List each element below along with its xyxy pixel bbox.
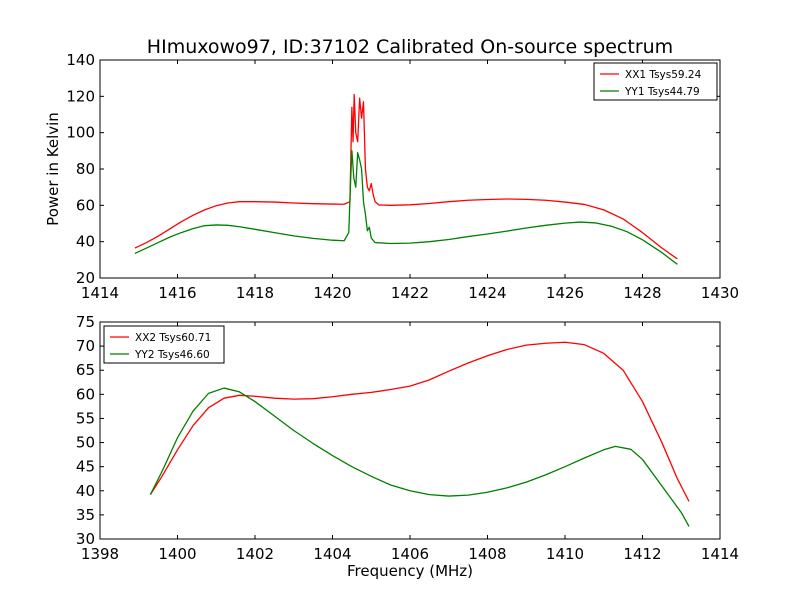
x-tick-label: 1420 [313,284,351,302]
y-tick-label: 30 [76,530,95,548]
y-tick-label: 35 [76,506,95,524]
top-panel: 1414 1416 1418 1420 1422 1424 1426 1428 1430 20 40… [44,51,739,302]
x-tick-label: 1422 [391,284,429,302]
x-tick-label: 1426 [546,284,584,302]
legend: XX2 Tsys60.71 YY2 Tsys46.60 [103,325,225,364]
legend: XX1 Tsys59.24 YY1 Tsys44.79 [593,62,718,101]
y-tick-label: 50 [76,434,95,452]
x-tick-label: 1408 [468,545,506,563]
y-tick-label: 40 [76,482,95,500]
x-tick-label: 1428 [623,284,661,302]
legend-entry: XX2 Tsys60.71 [135,332,211,344]
x-tick-label: 1418 [236,284,274,302]
y-tick-label: 65 [76,361,95,379]
x-tick-label: 1430 [701,284,739,302]
legend-entry: XX1 Tsys59.24 [625,69,702,81]
y-tick-label: 55 [76,409,95,427]
x-axis-label: Frequency (MHz) [347,562,473,580]
x-tick-label: 1414 [81,284,119,302]
y-tick-label: 80 [76,160,95,178]
legend-entry: YY1 Tsys44.79 [624,86,700,98]
bottom-panel: 1398 1400 1402 1404 1406 1408 1410 1412 1414 30 35… [76,313,739,580]
chart-title: HImuxowo97, ID:37102 Calibrated On-sourc… [147,36,673,58]
x-tick-label: 1406 [391,545,429,563]
series-line-1 [134,93,678,260]
x-tick-label: 1410 [546,545,584,563]
x-tick-label: 1400 [158,545,196,563]
x-tick-label: 1404 [313,545,351,563]
y-tick-label: 60 [76,385,95,403]
x-tick-label: 1414 [701,545,739,563]
y-tick-label: 75 [76,313,95,331]
y-tick-label: 20 [76,269,95,287]
y-tick-label: 40 [76,233,95,251]
legend-box [103,325,225,364]
series-line-2 [149,387,690,527]
legend-entry: YY2 Tsys46.60 [134,349,210,361]
x-tick-label: 1412 [623,545,661,563]
x-tick-label: 1424 [468,284,506,302]
x-tick-label: 1402 [236,545,274,563]
y-tick-label: 100 [66,124,95,142]
x-tick-label: 1398 [81,545,119,563]
x-tick-label: 1416 [158,284,196,302]
y-axis-label: Power in Kelvin [44,112,62,226]
y-tick-label: 60 [76,196,95,214]
y-tick-label: 70 [76,337,95,355]
series-line-2 [134,150,678,265]
series-line-1 [149,341,690,502]
legend-box [593,62,718,101]
y-tick-label: 120 [66,87,95,105]
y-tick-label: 140 [66,51,95,69]
y-tick-label: 45 [76,458,95,476]
